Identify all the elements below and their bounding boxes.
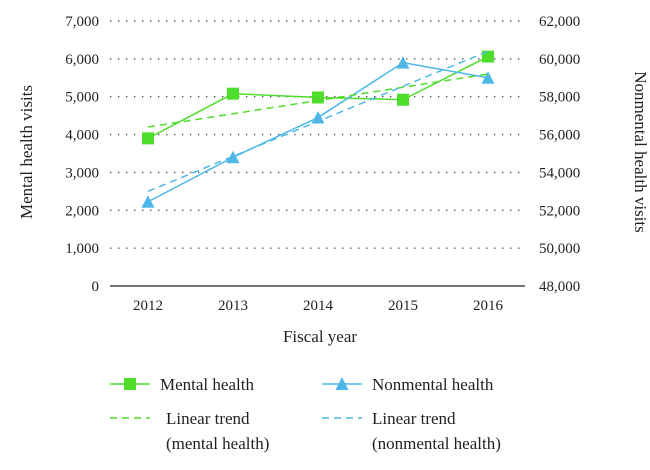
axes: 0 1,000 2,000 3,000 4,000 5,000 6,000 7,000 48,0… xyxy=(65,14,580,314)
data-point-nonmental-health xyxy=(396,56,410,69)
data-point-mental-health xyxy=(227,87,239,100)
x-tick-label: 2012 xyxy=(133,298,163,314)
legend-item-nonmental-health: Nonmental health xyxy=(322,375,494,394)
square-marker-icon xyxy=(124,378,136,390)
y2-tick-label: 50,000 xyxy=(539,241,580,257)
x-tick-label: 2014 xyxy=(303,298,334,314)
y-tick-label: 2,000 xyxy=(65,203,99,219)
y2-tick-label: 56,000 xyxy=(539,128,580,144)
y-tick-label: 3,000 xyxy=(65,165,99,181)
legend-label-mental-trend-line1: Linear trend xyxy=(166,409,250,428)
legend-item-mental-trend: Linear trend (mental health) xyxy=(110,409,269,453)
legend: Mental health Nonmental health Linear tr… xyxy=(110,375,501,453)
legend-label-mental-health: Mental health xyxy=(160,375,254,394)
y-tick-label: 0 xyxy=(92,279,100,295)
y2-tick-label: 54,000 xyxy=(539,165,580,181)
data-point-nonmental-health xyxy=(311,111,325,124)
legend-label-mental-trend-line2: (mental health) xyxy=(166,434,269,453)
y-tick-label: 4,000 xyxy=(65,128,99,144)
y2-tick-label: 58,000 xyxy=(539,90,580,106)
legend-label-nonmental-health: Nonmental health xyxy=(372,375,494,394)
y2-axis-title: Nonmental health visits xyxy=(631,71,650,232)
x-tick-label: 2013 xyxy=(218,298,248,314)
x-tick-label: 2016 xyxy=(473,298,504,314)
data-point-mental-health xyxy=(397,93,409,106)
data-point-mental-health xyxy=(312,91,324,104)
y2-tick-label: 60,000 xyxy=(539,52,580,68)
y2-tick-label: 62,000 xyxy=(539,14,580,30)
data-point-mental-health xyxy=(482,50,494,63)
data-point-nonmental-health xyxy=(141,195,155,208)
series-line-nonmental-health xyxy=(147,61,489,203)
legend-label-nonmental-trend-line1: Linear trend xyxy=(372,409,456,428)
x-tick-label: 2015 xyxy=(388,298,418,314)
y-tick-label: 5,000 xyxy=(65,90,99,106)
legend-item-mental-health: Mental health xyxy=(110,375,254,394)
triangle-marker-icon xyxy=(335,377,349,390)
x-axis-title: Fiscal year xyxy=(283,327,357,346)
data-point-mental-health xyxy=(142,132,154,145)
grid-lines xyxy=(110,20,525,249)
y2-tick-label: 52,000 xyxy=(539,203,580,219)
trend-line-linear-trend-nonmental-health xyxy=(147,50,489,193)
y-tick-label: 6,000 xyxy=(65,52,99,68)
y2-tick-label: 48,000 xyxy=(539,279,580,295)
y-axis-title: Mental health visits xyxy=(17,85,36,219)
data-point-nonmental-health xyxy=(481,71,495,84)
legend-item-nonmental-trend: Linear trend (nonmental health) xyxy=(322,409,501,453)
legend-label-nonmental-trend-line2: (nonmental health) xyxy=(372,434,501,453)
y-tick-label: 7,000 xyxy=(65,14,99,30)
series-layer xyxy=(141,50,495,208)
y-tick-label: 1,000 xyxy=(65,241,99,257)
data-point-nonmental-health xyxy=(226,150,240,164)
trend-line-linear-trend-mental-health xyxy=(147,73,489,128)
